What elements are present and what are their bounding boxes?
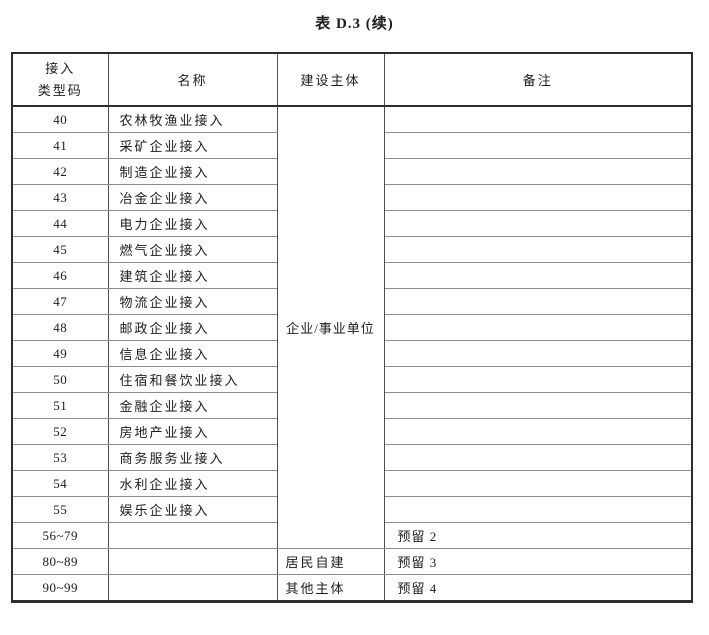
table-row: 42 制造企业接入 — [11, 158, 693, 185]
remark-cell — [383, 132, 693, 159]
code-cell: 50 — [11, 366, 109, 393]
code-cell: 90~99 — [11, 574, 109, 602]
remark-cell — [383, 418, 693, 445]
code-cell: 54 — [11, 470, 109, 497]
code-cell: 48 — [11, 314, 109, 341]
name-cell: 采矿企业接入 — [107, 132, 278, 159]
remark-cell: 预留 2 — [383, 522, 693, 549]
name-cell: 物流企业接入 — [107, 288, 278, 315]
code-cell: 52 — [11, 418, 109, 445]
code-cell: 49 — [11, 340, 109, 367]
table-row: 45 燃气企业接入 — [11, 236, 693, 263]
code-cell: 43 — [11, 184, 109, 211]
header-code-line1: 接入 — [45, 61, 76, 77]
name-cell: 燃气企业接入 — [107, 236, 278, 263]
table-row: 80~89 居民自建 预留 3 — [11, 548, 693, 575]
remark-cell — [383, 392, 693, 419]
code-cell: 47 — [11, 288, 109, 315]
remark-cell — [383, 314, 693, 341]
access-type-table: 接入 类型码 名称 建设主体 备注 40 农林牧渔业接入 企业/事业单位 41 … — [11, 52, 693, 603]
code-cell: 53 — [11, 444, 109, 471]
name-cell: 金融企业接入 — [107, 392, 278, 419]
header-row: 接入 类型码 名称 建设主体 备注 — [11, 52, 693, 107]
builder-cell: 居民自建 — [276, 548, 385, 575]
table-row: 51 金融企业接入 — [11, 392, 693, 419]
name-cell — [107, 522, 278, 549]
code-cell: 41 — [11, 132, 109, 159]
name-cell — [107, 574, 278, 602]
name-cell: 住宿和餐饮业接入 — [107, 366, 278, 393]
remark-cell — [383, 444, 693, 471]
remark-cell — [383, 340, 693, 367]
remark-cell — [383, 366, 693, 393]
remark-cell — [383, 236, 693, 263]
table-header: 接入 类型码 名称 建设主体 备注 — [11, 52, 693, 107]
code-cell: 56~79 — [11, 522, 109, 549]
name-cell: 农林牧渔业接入 — [107, 105, 278, 133]
header-cell-remark: 备注 — [383, 52, 693, 107]
header-cell-builder: 建设主体 — [276, 52, 385, 107]
name-cell: 商务服务业接入 — [107, 444, 278, 471]
table-row: 90~99 其他主体 预留 4 — [11, 574, 693, 602]
header-cell-code: 接入 类型码 — [11, 52, 109, 107]
table-body: 40 农林牧渔业接入 企业/事业单位 41 采矿企业接入 42 制造企业接入 4… — [11, 105, 693, 602]
remark-cell — [383, 496, 693, 523]
name-cell: 信息企业接入 — [107, 340, 278, 367]
remark-cell: 预留 4 — [383, 574, 693, 602]
table-row: 44 电力企业接入 — [11, 210, 693, 237]
remark-cell — [383, 158, 693, 185]
table-row: 43 冶金企业接入 — [11, 184, 693, 211]
header-code-line2: 类型码 — [37, 82, 83, 98]
name-cell — [107, 548, 278, 575]
name-cell: 电力企业接入 — [107, 210, 278, 237]
table-row: 47 物流企业接入 — [11, 288, 693, 315]
name-cell: 建筑企业接入 — [107, 262, 278, 289]
remark-cell — [383, 210, 693, 237]
table-row: 53 商务服务业接入 — [11, 444, 693, 471]
name-cell: 邮政企业接入 — [107, 314, 278, 341]
code-cell: 80~89 — [11, 548, 109, 575]
name-cell: 娱乐企业接入 — [107, 496, 278, 523]
table-row: 48 邮政企业接入 — [11, 314, 693, 341]
name-cell: 房地产业接入 — [107, 418, 278, 445]
name-cell: 水利企业接入 — [107, 470, 278, 497]
code-cell: 42 — [11, 158, 109, 185]
code-cell: 40 — [11, 105, 109, 133]
name-cell: 制造企业接入 — [107, 158, 278, 185]
remark-cell — [383, 262, 693, 289]
code-cell: 51 — [11, 392, 109, 419]
remark-cell — [383, 470, 693, 497]
remark-cell — [383, 184, 693, 211]
table-row: 46 建筑企业接入 — [11, 262, 693, 289]
name-cell: 冶金企业接入 — [107, 184, 278, 211]
header-cell-name: 名称 — [107, 52, 278, 107]
remark-cell — [383, 105, 693, 133]
code-cell: 44 — [11, 210, 109, 237]
code-cell: 55 — [11, 496, 109, 523]
builder-cell: 其他主体 — [276, 574, 385, 602]
page-title: 表 D.3 (续) — [315, 16, 394, 32]
table-row: 55 娱乐企业接入 — [11, 496, 693, 523]
code-cell: 45 — [11, 236, 109, 263]
builder-merged-cell: 企业/事业单位 — [276, 105, 385, 549]
table-row: 40 农林牧渔业接入 企业/事业单位 — [11, 105, 693, 549]
remark-cell — [383, 288, 693, 315]
code-cell: 46 — [11, 262, 109, 289]
remark-cell: 预留 3 — [383, 548, 693, 575]
